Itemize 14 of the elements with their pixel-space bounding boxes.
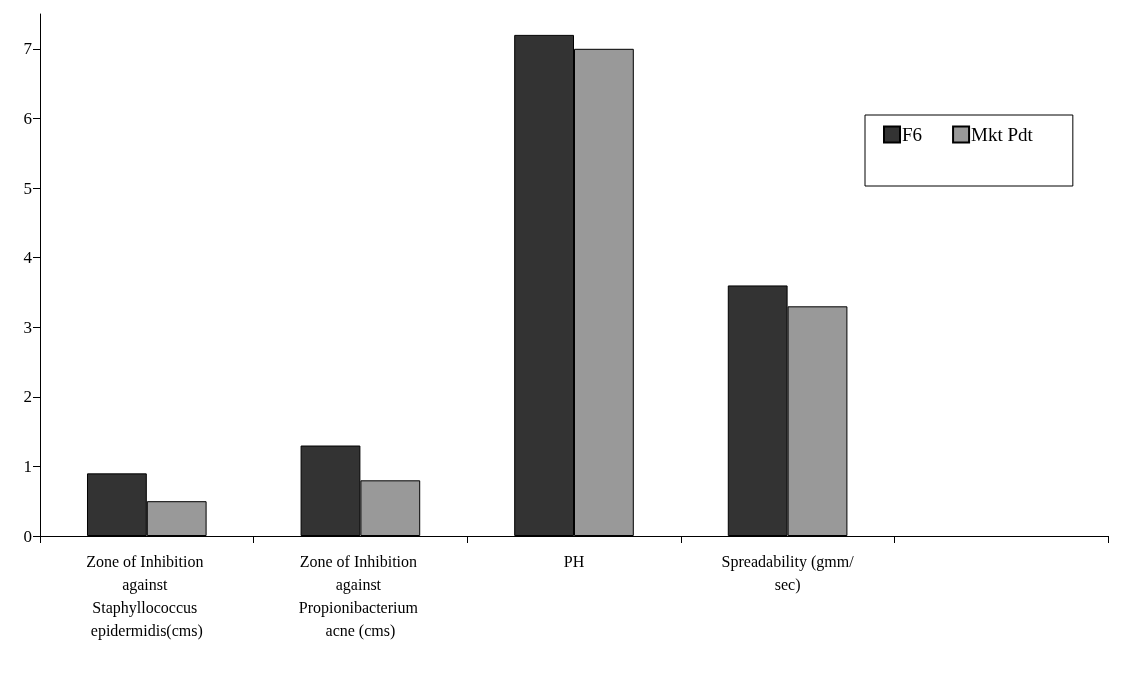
legend-label: Mkt Pdt <box>971 124 1034 145</box>
x-tick-label: PH <box>563 553 585 570</box>
y-tick-label: 1 <box>23 456 32 476</box>
x-tick-label: Spreadability (gmm/sec) <box>721 553 855 594</box>
y-tick-label: 2 <box>23 387 32 407</box>
x-tick-label: Zone of Inhibition against Propionibacterium acne (cms) <box>298 553 422 640</box>
legend-label: F6 <box>902 124 923 145</box>
y-tick-label: 6 <box>23 108 32 128</box>
y-tick-label: 5 <box>23 178 32 198</box>
y-tick-label: 7 <box>23 39 33 59</box>
y-tick-label: 3 <box>23 317 32 337</box>
y-tick-label: 0 <box>23 526 32 546</box>
y-tick-label: 4 <box>23 248 33 268</box>
x-tick-label: Zone of Inhibition against Staphyllococcus epidermidis(cms) <box>86 553 208 640</box>
